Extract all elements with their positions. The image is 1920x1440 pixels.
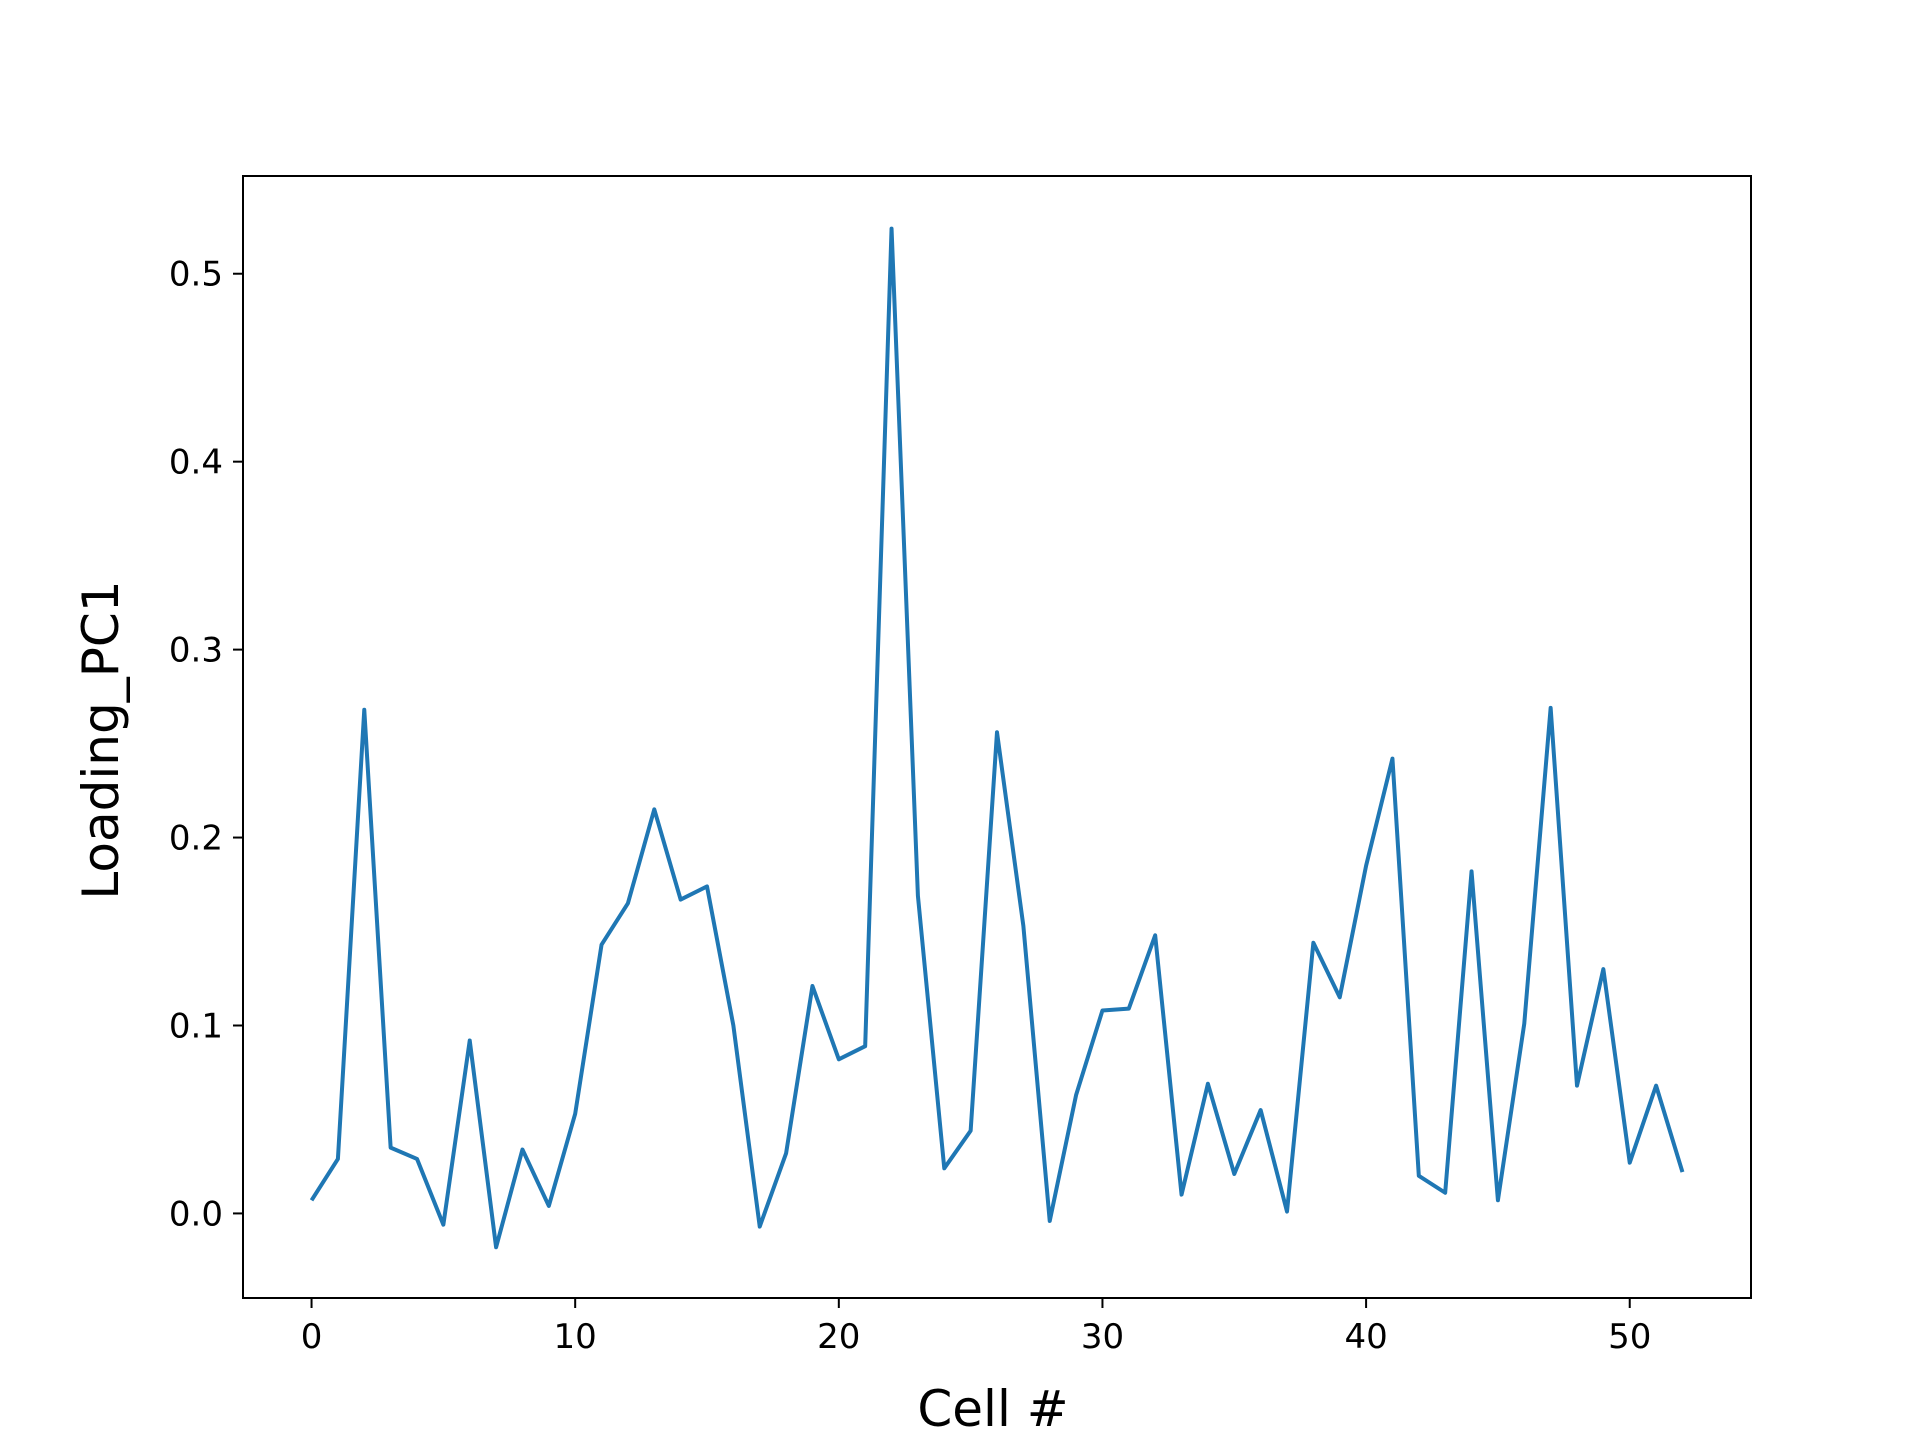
x-tick-label: 10 [554,1317,597,1357]
plot-area [309,226,1685,1250]
x-tick-label: 40 [1344,1317,1387,1357]
y-axis-label: Loading_PC1 [72,580,130,899]
y-tick-label: 0.0 [169,1194,223,1234]
series-line [309,226,1685,1250]
y-tick-label: 0.5 [169,255,223,295]
y-tick-label: 0.3 [169,631,223,671]
axis-ticks: 0 10 20 30 40 50 0.0 0.1 0.2 0.3 0.4 0.5 [169,255,1651,1357]
y-tick-label: 0.1 [169,1006,223,1046]
x-tick-label: 20 [817,1317,860,1357]
x-tick-label: 0 [301,1317,323,1357]
y-tick-label: 0.4 [169,443,223,483]
x-tick-label: 50 [1608,1317,1651,1357]
x-axis-label: Cell # [917,1380,1068,1438]
axes-frame [242,175,1752,1299]
y-tick-label: 0.2 [169,819,223,859]
x-tick-label: 30 [1081,1317,1124,1357]
